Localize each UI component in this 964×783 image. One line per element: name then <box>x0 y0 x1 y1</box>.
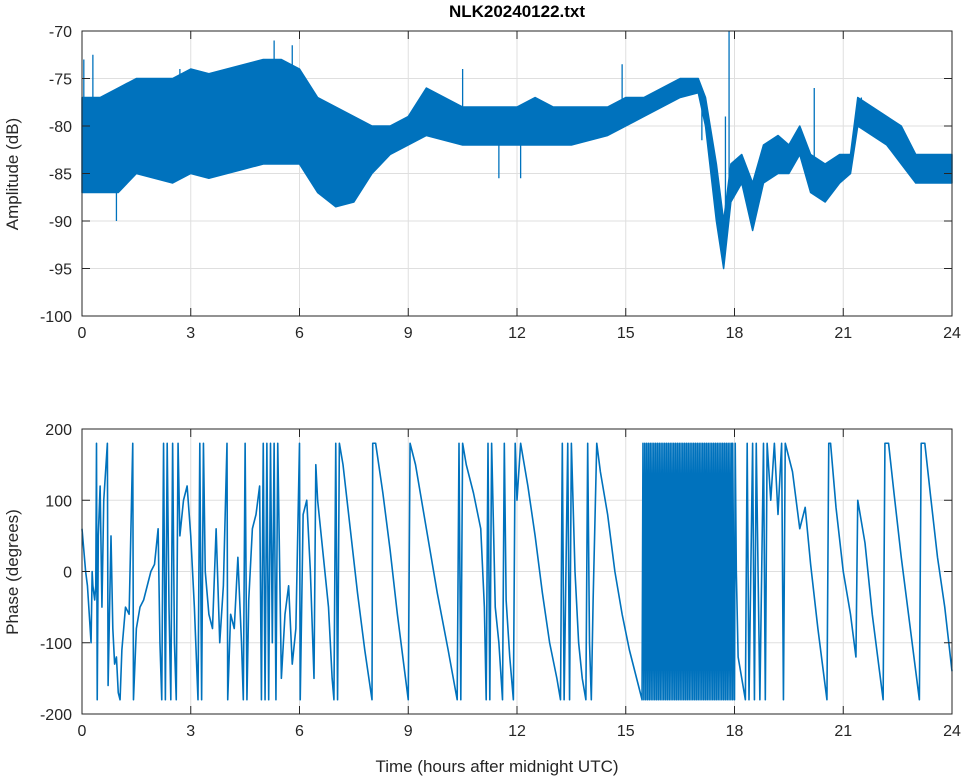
series-group <box>81 442 953 701</box>
x-tick-label: 6 <box>295 723 304 740</box>
phase-line <box>81 442 953 701</box>
x-tick-label: 24 <box>943 723 961 740</box>
x-axis-label: Time (hours after midnight UTC) <box>375 757 618 776</box>
x-tick-label: 0 <box>78 723 87 740</box>
x-tick-label: 12 <box>508 325 526 342</box>
amplitude-axes: 0 3 6 9 12 15 18 21 24 -70 -75 -80 -85 -90 -95 -100 <box>40 24 961 342</box>
y-tick-label: -95 <box>49 262 72 279</box>
x-tick-label: 9 <box>404 325 413 342</box>
x-tick-label: 12 <box>508 723 526 740</box>
y-tick-label: -70 <box>49 24 72 41</box>
x-tick-label: 24 <box>943 325 961 342</box>
y-tick-label: -90 <box>49 214 72 231</box>
y-tick-label: 200 <box>45 422 72 439</box>
chart-title: NLK20240122.txt <box>449 2 585 21</box>
x-tick-label: 9 <box>404 723 413 740</box>
phase-y-label: Phase (degrees) <box>3 509 22 635</box>
phase-axes: 0 3 6 9 12 15 18 21 24 200 100 0 -100 -200 <box>40 422 961 740</box>
x-tick-label: 0 <box>78 325 87 342</box>
y-tick-label: 0 <box>63 565 72 582</box>
y-tick-label: -200 <box>40 707 72 724</box>
amplitude-y-label: Amplitude (dB) <box>3 118 22 230</box>
x-tick-label: 3 <box>186 723 195 740</box>
y-tick-label: -75 <box>49 72 72 89</box>
x-tick-label: 3 <box>186 325 195 342</box>
x-tick-label: 21 <box>834 723 852 740</box>
x-tick-label: 15 <box>617 325 635 342</box>
x-tick-label: 18 <box>726 325 744 342</box>
x-tick-label: 18 <box>726 723 744 740</box>
y-tick-label: -85 <box>49 167 72 184</box>
x-tick-label: 6 <box>295 325 304 342</box>
y-tick-label: -100 <box>40 309 72 326</box>
y-tick-label: -80 <box>49 119 72 136</box>
y-tick-label: 100 <box>45 493 72 510</box>
y-tick-label: -100 <box>40 636 72 653</box>
x-tick-label: 21 <box>834 325 852 342</box>
x-tick-label: 15 <box>617 723 635 740</box>
